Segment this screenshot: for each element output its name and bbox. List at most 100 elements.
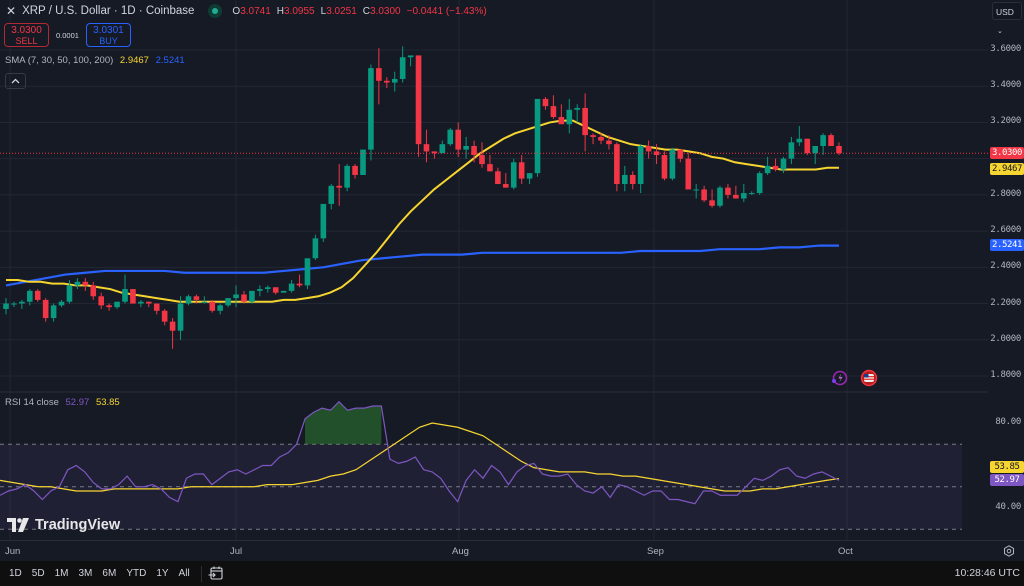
rsi-ma-value: 53.85	[95, 397, 120, 408]
rsi-tick-label: 80.00	[995, 417, 1021, 427]
candle	[439, 144, 446, 154]
chart-canvas[interactable]	[0, 0, 988, 540]
sma-legend[interactable]: SMA (7, 30, 50, 100, 200) 2.9467 2.5241	[5, 55, 185, 66]
time-label-jul: Jul	[230, 546, 243, 557]
range-3m[interactable]: 3M	[78, 568, 93, 579]
ohlc-change: −0.0441 (−1.43%)	[406, 5, 487, 17]
candle	[328, 185, 335, 204]
rsi-ma-line	[0, 422, 840, 492]
candle	[82, 281, 89, 286]
candle	[606, 140, 612, 145]
range-ytd[interactable]: YTD	[126, 568, 147, 579]
rsi-line	[0, 400, 840, 505]
buy-button[interactable]: 3.0301 BUY	[85, 23, 131, 47]
candle	[653, 151, 660, 156]
candle	[645, 145, 652, 152]
chevron-down-icon: ⌄	[997, 28, 1003, 35]
candle	[455, 129, 461, 150]
candle	[820, 135, 826, 146]
candle	[34, 290, 41, 300]
ohlc-close: C3.0300	[362, 5, 401, 17]
range-1d[interactable]: 1D	[9, 568, 22, 579]
sell-price: 3.0300	[11, 25, 42, 36]
candle	[701, 189, 707, 201]
candle	[391, 78, 398, 83]
candle	[312, 238, 319, 259]
candle	[495, 171, 501, 185]
candle	[74, 281, 81, 286]
currency-label: USD	[996, 7, 1014, 17]
ohlc-low: L3.0251	[320, 5, 357, 17]
collapse-legend-button[interactable]	[5, 73, 26, 89]
price-axis[interactable]: USD ⌄ 3.6000 3.4000 3.2000 2.8000 2.6000 2.40…	[988, 0, 1024, 540]
lightning-event-icon[interactable]	[829, 369, 849, 392]
settings-gear-icon[interactable]	[1003, 545, 1015, 557]
ohlc-values: O3.0741 H3.0955 L3.0251 C3.0300 −0.0441 …	[232, 6, 486, 17]
candle	[423, 144, 430, 152]
candle	[534, 98, 541, 174]
range-all[interactable]: All	[178, 568, 190, 579]
candle	[415, 55, 422, 145]
candle	[360, 149, 366, 175]
candle	[114, 301, 120, 308]
rsi-tag: 52.97	[990, 474, 1024, 486]
candle	[272, 287, 279, 293]
range-6m[interactable]: 6M	[102, 568, 117, 579]
range-5d[interactable]: 5D	[31, 568, 45, 579]
rsi-legend-label: RSI 14 close	[5, 397, 59, 408]
sell-button[interactable]: 3.0300 SELL	[4, 23, 49, 47]
candle	[249, 290, 255, 302]
rsi-tag: 53.85	[990, 461, 1024, 473]
candles	[3, 46, 842, 349]
candle	[90, 285, 97, 297]
currency-selector[interactable]: USD ⌄	[992, 2, 1022, 35]
candle	[669, 149, 676, 179]
tradingview-logo-text: TradingView	[35, 517, 121, 533]
price-tick-label: 2.4000	[990, 261, 1021, 272]
candle	[233, 294, 239, 299]
time-axis[interactable]: Jun Jul Aug Sep Oct	[0, 540, 1024, 561]
candle	[352, 165, 358, 175]
range-1y[interactable]: 1Y	[156, 568, 169, 579]
candle	[11, 303, 17, 305]
candle	[138, 301, 144, 304]
bottom-toolbar: 1D 5D 1M 3M 6M YTD 1Y All 10:28:46 UTC	[0, 561, 1024, 586]
candle	[661, 155, 668, 179]
chart-area[interactable]	[0, 0, 988, 540]
candle	[288, 283, 295, 291]
price-tag: 2.9467	[990, 163, 1024, 175]
candle	[217, 305, 223, 311]
rsi-legend[interactable]: RSI 14 close 52.97 53.85	[5, 397, 120, 408]
candle	[518, 162, 525, 179]
tradingview-logo[interactable]: TradingView	[7, 517, 120, 533]
sma-legend-label: SMA (7, 30, 50, 100, 200)	[5, 55, 114, 66]
candle	[407, 55, 414, 58]
candle	[804, 138, 811, 154]
utc-clock[interactable]: 10:28:46 UTC	[954, 567, 1020, 579]
price-tick-label: 1.8000	[990, 369, 1021, 380]
candle	[447, 129, 454, 145]
candle	[629, 174, 636, 185]
range-1m[interactable]: 1M	[54, 568, 69, 579]
candle	[733, 194, 739, 199]
candle	[296, 283, 303, 286]
candle	[526, 173, 533, 179]
candle	[693, 189, 699, 191]
price-tick-label: 3.2000	[990, 116, 1021, 127]
symbol-title[interactable]: XRP / U.S. Dollar · 1D · Coinbase	[22, 5, 195, 17]
sell-label: SELL	[15, 36, 38, 46]
price-tag: 3.0300	[990, 147, 1024, 159]
time-label-aug: Aug	[452, 546, 469, 557]
candle	[741, 193, 747, 199]
candle	[66, 285, 73, 302]
candle	[772, 165, 779, 170]
price-tick-label: 2.0000	[990, 333, 1021, 344]
us-flag-event-icon[interactable]	[860, 369, 878, 392]
close-icon[interactable]: ✕	[6, 4, 17, 18]
candle	[225, 298, 231, 306]
candle	[582, 107, 588, 136]
sma-value-yellow: 2.9467	[119, 55, 149, 66]
goto-date-calendar-icon[interactable]	[208, 566, 224, 581]
candle	[590, 135, 596, 137]
market-open-icon	[208, 4, 223, 18]
